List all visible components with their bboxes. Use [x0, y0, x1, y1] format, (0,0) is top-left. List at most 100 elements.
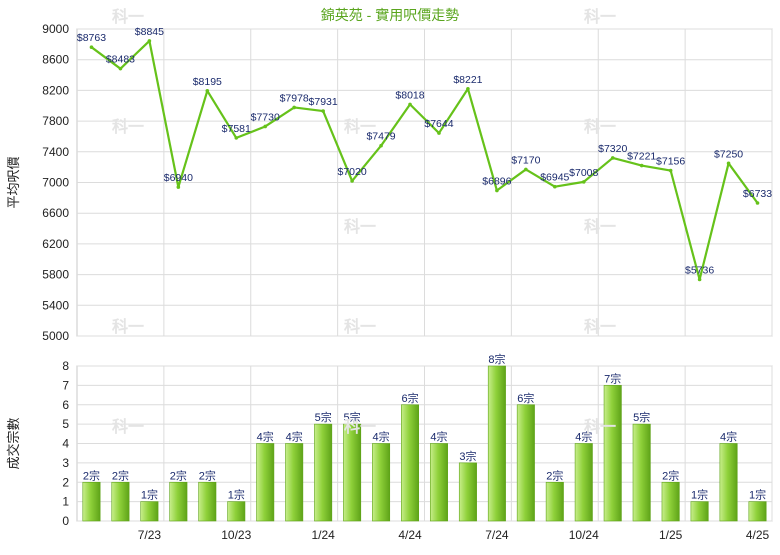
price-point [668, 168, 673, 173]
count-bar [661, 481, 680, 522]
count-bar [111, 481, 130, 522]
count-data-label: 1宗 [228, 488, 245, 502]
price-y-axis-label: 平均呎價 [6, 156, 21, 208]
price-point [89, 45, 94, 49]
count-bar [603, 385, 622, 522]
count-y-tick-label: 8 [62, 359, 69, 373]
price-data-label: $7931 [309, 96, 338, 108]
count-bar [719, 443, 738, 522]
price-y-tick-label: 6600 [42, 206, 69, 220]
watermark: 科一 [112, 317, 144, 336]
count-data-label: 2宗 [199, 468, 216, 482]
count-y-tick-label: 6 [62, 398, 69, 412]
price-data-label: $6945 [540, 172, 569, 184]
price-point [755, 201, 760, 205]
price-series-line [90, 39, 759, 281]
count-y-tick-label: 2 [62, 475, 69, 489]
price-point [118, 66, 123, 71]
x-tick-label: 4/25 [746, 528, 770, 542]
count-data-label: 4宗 [286, 430, 303, 444]
count-data-label: 2宗 [546, 468, 563, 482]
x-tick-label: 1/25 [659, 528, 683, 542]
count-y-tick-label: 4 [62, 437, 69, 451]
price-data-label: $7479 [366, 131, 395, 143]
count-y-tick-label: 7 [62, 378, 69, 392]
count-bar [516, 404, 535, 522]
price-data-label: $7221 [627, 151, 656, 163]
count-data-label: 2宗 [112, 468, 129, 482]
count-bar [82, 481, 101, 522]
price-point [639, 163, 644, 168]
price-point [553, 184, 557, 189]
price-y-tick-label: 7800 [42, 114, 69, 128]
count-bar [487, 365, 506, 522]
price-y-tick-label: 8600 [42, 53, 69, 67]
count-data-label: 5宗 [344, 410, 361, 424]
count-bar [690, 501, 709, 522]
price-point [234, 136, 239, 140]
price-y-tick-label: 9000 [42, 22, 69, 36]
price-point [176, 185, 181, 189]
price-data-label: $7320 [598, 143, 627, 155]
count-bar [632, 423, 651, 522]
x-tick-label: 1/24 [311, 528, 335, 542]
price-data-label: $7250 [714, 148, 743, 160]
count-bar [545, 481, 564, 522]
count-data-label: 2宗 [83, 468, 100, 482]
price-point [524, 167, 528, 172]
watermark: 科一 [344, 217, 376, 236]
price-point [466, 86, 470, 91]
count-data-label: 4宗 [720, 430, 737, 444]
price-data-label: $8221 [453, 74, 482, 86]
x-tick-label: 10/24 [569, 528, 599, 542]
price-point [495, 188, 499, 193]
price-point [263, 124, 268, 129]
price-data-label: $8483 [106, 54, 135, 66]
count-data-label: 2宗 [170, 468, 187, 482]
count-data-label: 5宗 [315, 410, 332, 424]
count-bar [429, 443, 448, 522]
chart-title: 錦英苑 - 實用呎價走勢 [321, 7, 459, 23]
price-data-label: $6896 [482, 175, 511, 187]
price-data-label: $7581 [222, 123, 251, 135]
count-data-label: 3宗 [459, 449, 476, 463]
price-point [726, 161, 731, 166]
price-data-label: $7020 [338, 166, 367, 178]
price-y-tick-label: 5000 [42, 329, 69, 343]
count-data-label: 1宗 [141, 488, 158, 502]
count-y-tick-label: 0 [62, 514, 69, 528]
price-point [350, 179, 354, 183]
watermark: 科一 [344, 417, 376, 436]
count-data-label: 5宗 [633, 410, 650, 424]
price-data-label: $8018 [395, 89, 424, 101]
price-point [292, 105, 296, 110]
price-y-tick-label: 7000 [42, 176, 69, 190]
count-bar [401, 404, 420, 522]
count-bar [227, 501, 246, 522]
price-point [147, 39, 152, 43]
price-data-label: $8763 [77, 32, 106, 44]
x-tick-label: 10/23 [221, 528, 251, 542]
price-panel: 5000 5400 5800 6200 6600 7000 7400 7800 8200 8600… [6, 22, 773, 343]
count-y-tick-label: 5 [62, 417, 69, 431]
price-point [408, 102, 412, 107]
price-y-tick-label: 5800 [42, 268, 69, 282]
count-bar [198, 481, 217, 522]
count-data-label: 4宗 [575, 430, 592, 444]
count-bar [169, 481, 188, 522]
x-tick-label: 4/24 [398, 528, 422, 542]
x-tick-label: 7/24 [485, 528, 509, 542]
price-point [205, 88, 210, 93]
price-y-tick-label: 5400 [42, 298, 69, 312]
price-y-tick-label: 6200 [42, 237, 69, 251]
watermark: 科一 [112, 417, 144, 436]
count-bar [285, 443, 304, 522]
price-data-label: $6733 [743, 188, 772, 200]
count-y-tick-label: 3 [62, 456, 69, 470]
count-bar [574, 443, 593, 522]
price-point [321, 109, 325, 113]
watermark: 科一 [112, 117, 144, 136]
watermark: 科一 [344, 317, 376, 336]
count-bar [372, 443, 391, 522]
price-data-label: $7644 [424, 118, 453, 130]
